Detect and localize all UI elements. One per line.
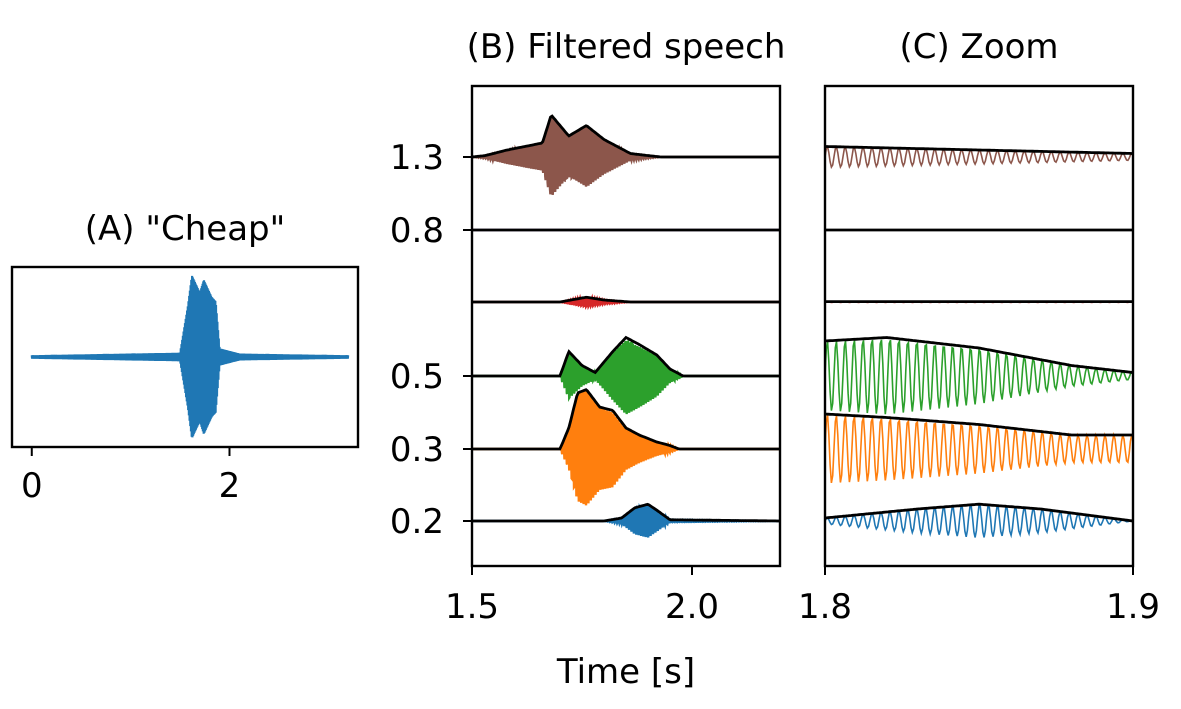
panel-b-series-5-envelope — [471, 114, 780, 159]
panel-a-waveform-line — [30, 275, 350, 438]
panel-c-series-5-envelope — [825, 145, 1133, 155]
panel-b-frame — [470, 84, 782, 568]
panel-b-x-tick-label: 1.5 — [445, 587, 499, 627]
panel-a-title: (A) "Cheap" — [85, 209, 286, 249]
panel-b-y-tick-label: 1.3 — [390, 138, 444, 178]
panel-b-title: (B) Filtered speech — [467, 27, 786, 67]
panel-b-ticks: 1.5 2.0 0.2 0.3 0.5 0.8 1.3 — [390, 138, 719, 627]
panel-b-y-tick-label: 0.2 — [390, 502, 444, 542]
panel-b-x-axis-label: Time [s] — [556, 652, 695, 692]
panel-c-series-2-envelope — [824, 336, 1134, 374]
panel-c-plot-area — [824, 144, 1134, 539]
panel-b-y-tick-label: 0.8 — [390, 211, 444, 251]
panel-b-series-1-envelope — [472, 388, 780, 451]
panel-b-series-2-envelope — [472, 335, 780, 378]
panel-b-series-3-envelope — [472, 295, 780, 304]
panel-b-series-0-envelope — [472, 502, 780, 523]
panel-a-plot-area — [30, 275, 350, 438]
panel-c-x-tick-label: 1.9 — [1106, 587, 1160, 627]
panel-c-series-1-envelope — [824, 412, 1133, 437]
panel-b-x-tick-label: 2.0 — [665, 587, 719, 627]
panel-b-series-5-signal — [472, 115, 780, 195]
panel-b-plot-area — [471, 114, 780, 538]
panel-b-y-tick-label: 0.3 — [390, 430, 444, 470]
panel-a-frame — [10, 265, 360, 449]
panel-c-series-1-signal — [824, 414, 1134, 484]
panel-b-y-tick-label: 0.5 — [390, 357, 444, 397]
panel-c-frame — [823, 84, 1135, 568]
panel-c-series-2-signal — [824, 338, 1134, 415]
panel-c-x-tick-label: 1.8 — [798, 587, 852, 627]
panel-c: (C) Zoom 1.8 1.9 — [798, 27, 1160, 627]
panel-b: (B) Filtered speech 1.5 2.00.20.30.50.81.… — [390, 27, 785, 692]
panel-b-series-2-signal — [472, 337, 780, 415]
panel-c-ticks: 1.8 1.9 — [798, 566, 1160, 627]
panel-c-title: (C) Zoom — [899, 27, 1058, 67]
panel-c-series-0-signal — [824, 503, 1134, 539]
panel-c-series-0-envelope — [824, 502, 1134, 523]
panel-a-x-tick-label: 0 — [21, 466, 43, 506]
panel-a-x-tick-label: 2 — [219, 466, 241, 506]
